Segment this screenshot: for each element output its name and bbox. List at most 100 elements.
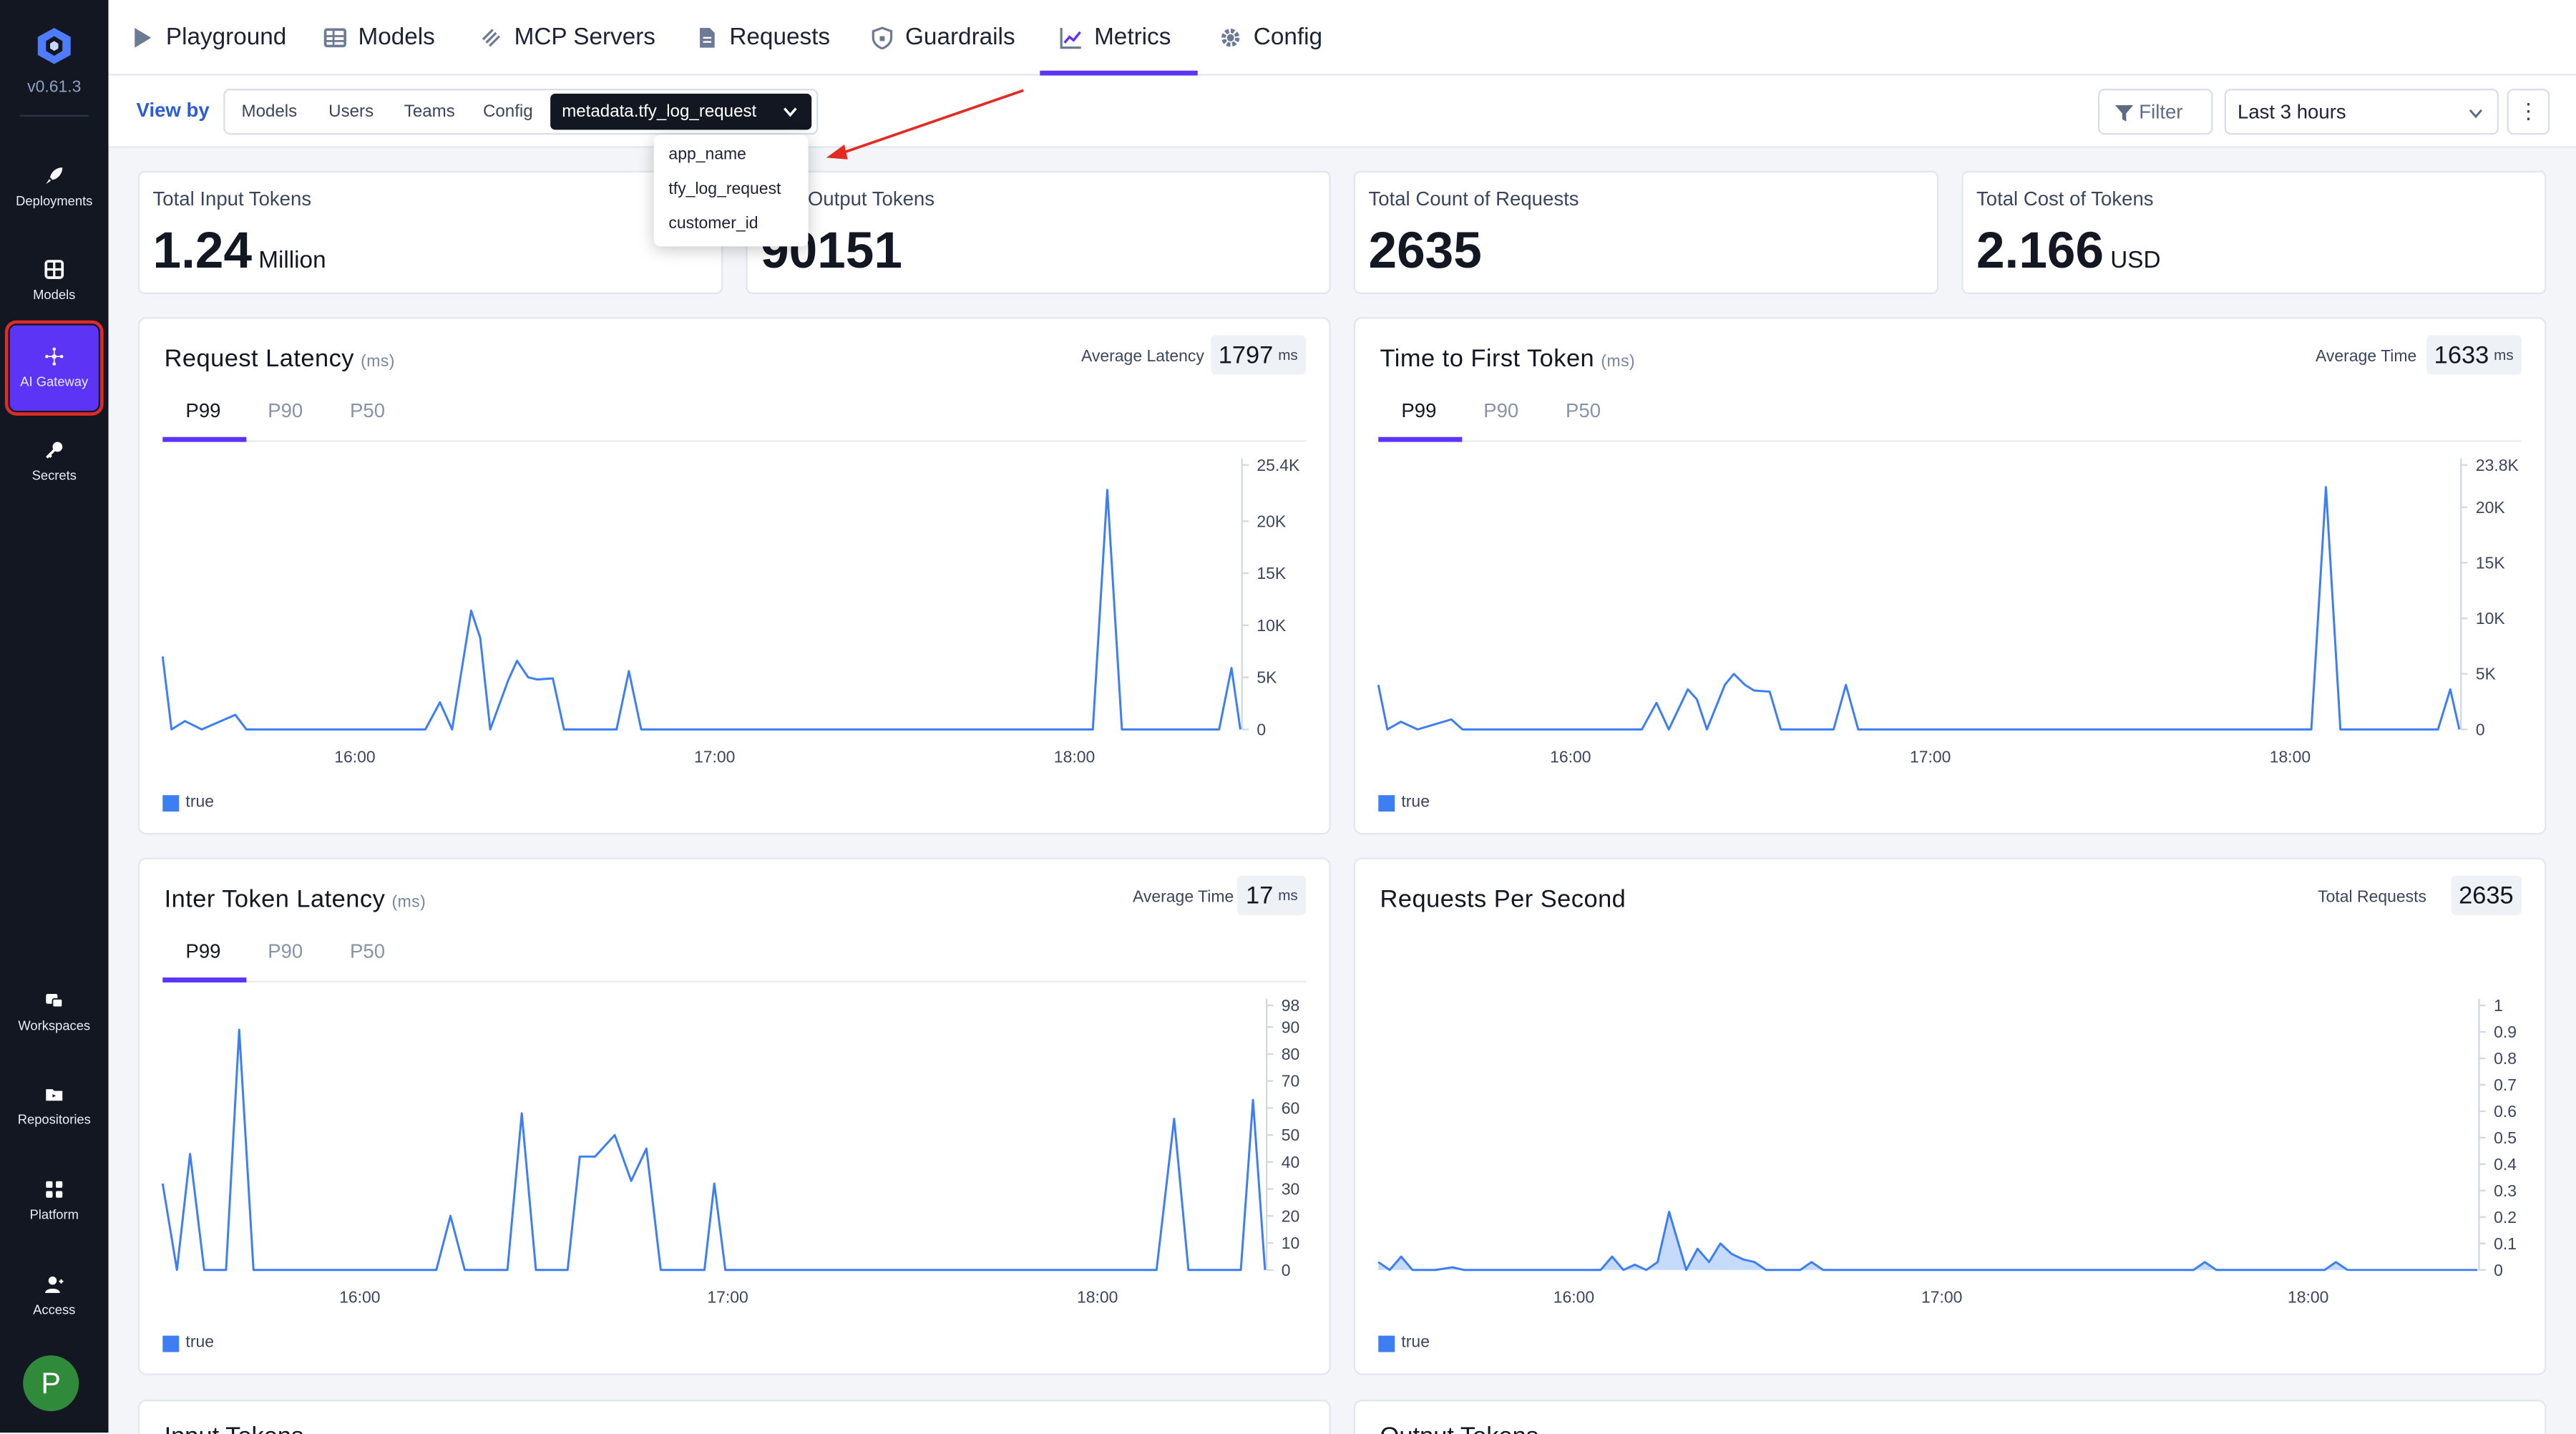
sidebar-item-label: Repositories <box>17 1112 91 1127</box>
sidebar-item-workspaces[interactable]: Workspaces <box>10 970 99 1055</box>
panel-title-text: Request Latency <box>164 345 354 374</box>
tab-playground[interactable]: Playground <box>132 0 286 76</box>
tab-label: Requests <box>729 24 831 52</box>
grid-icon <box>44 260 64 279</box>
panel-title: Output Tokens <box>1380 1423 1538 1434</box>
view-by-label: View by <box>136 98 210 122</box>
y-tick-label: 20 <box>1282 1206 1300 1225</box>
average-label: Average Time <box>2316 348 2417 366</box>
y-tick-label: 98 <box>1282 996 1300 1015</box>
view-by-config[interactable]: Config <box>482 102 533 122</box>
top-nav: Playground Models MCP Servers Requests G… <box>108 0 2576 76</box>
sidebar-item-label: Deployments <box>16 193 93 209</box>
view-by-users[interactable]: Users <box>328 102 374 122</box>
sidebar-item-repositories[interactable]: Repositories <box>10 1063 99 1148</box>
sidebar-item-platform[interactable]: Platform <box>10 1159 99 1244</box>
truefoundry-logo-icon[interactable] <box>34 26 74 66</box>
sidebar-item-label: Platform <box>29 1207 79 1223</box>
filter-icon <box>2114 104 2134 122</box>
y-tick-label: 0 <box>1257 720 1266 738</box>
tab-mcp-servers[interactable]: MCP Servers <box>479 0 655 76</box>
panel-title: Request Latency (ms) <box>165 345 395 373</box>
y-tick-label: 20K <box>1257 512 1287 530</box>
y-tick-label: 50 <box>1282 1126 1300 1144</box>
legend-item[interactable]: true <box>1378 1334 1430 1352</box>
legend-item[interactable]: true <box>162 1334 214 1352</box>
y-tick-label: 15K <box>2476 553 2506 572</box>
y-tick-label: 0.3 <box>2494 1181 2517 1200</box>
tab-p90[interactable]: P90 <box>1483 399 1519 423</box>
tab-p50[interactable]: P50 <box>350 940 386 963</box>
metrics-toolbar: View by Models Users Teams Config metada… <box>108 75 2576 148</box>
tab-divider <box>1378 440 2522 442</box>
tab-p99[interactable]: P99 <box>185 399 221 423</box>
stat-card-output-tokens: Total Output Tokens 90151 <box>746 170 1331 294</box>
y-tick-label: 0.6 <box>2494 1102 2517 1121</box>
apps-icon <box>46 1181 63 1198</box>
x-tick-label: 18:00 <box>1077 1288 1118 1307</box>
tab-label: Metrics <box>1094 24 1171 52</box>
tab-p50[interactable]: P50 <box>350 399 386 423</box>
stat-title: Total Input Tokens <box>152 187 312 210</box>
tab-metrics[interactable]: Metrics <box>1040 0 1198 76</box>
dropdown-item-app-name[interactable]: app_name <box>668 146 746 165</box>
y-tick-label: 23.8K <box>2476 456 2519 474</box>
active-tab-indicator <box>162 436 247 442</box>
y-tick-label: 10K <box>2476 609 2506 628</box>
y-tick-label: 20K <box>2476 498 2506 517</box>
y-tick-label: 1 <box>2494 996 2503 1015</box>
more-options-button[interactable]: ⋮ <box>2507 88 2550 135</box>
sidebar-divider <box>19 114 89 117</box>
panel-title-text: Time to First Token <box>1380 345 1595 374</box>
tab-guardrails[interactable]: Guardrails <box>871 0 1015 76</box>
stat-title: Total Cost of Tokens <box>1976 187 2154 210</box>
tab-p99[interactable]: P99 <box>1401 399 1437 423</box>
view-by-teams[interactable]: Teams <box>404 102 455 122</box>
stat-card-request-count: Total Count of Requests 2635 <box>1353 170 1939 294</box>
tab-p50[interactable]: P50 <box>1565 399 1601 423</box>
y-tick-label: 0.1 <box>2494 1234 2517 1253</box>
x-tick-label: 16:00 <box>334 747 375 766</box>
tab-models[interactable]: Models <box>323 0 435 76</box>
average-value: 1633 <box>2434 341 2489 369</box>
sidebar-item-access[interactable]: Access <box>10 1254 99 1339</box>
tab-label: Models <box>358 24 435 52</box>
stat-card-token-cost: Total Cost of Tokens 2.166 USD <box>1961 170 2547 294</box>
legend-item[interactable]: true <box>162 794 214 811</box>
requests-per-second-chart: 0 0.1 0.2 0.3 0.4 0.5 0.6 0.7 0.8 0.9 1 16:00 17:00 1… <box>1377 996 2517 1307</box>
mcp-icon <box>482 29 501 47</box>
tab-requests[interactable]: Requests <box>695 0 830 76</box>
tab-p99[interactable]: P99 <box>185 940 221 963</box>
tab-config[interactable]: Config <box>1219 0 1322 76</box>
average-value-box: 1633 ms <box>2426 335 2522 375</box>
series-line-true <box>161 1028 1267 1272</box>
legend-item[interactable]: true <box>1378 794 1430 811</box>
dropdown-item-customer-id[interactable]: customer_id <box>668 215 758 234</box>
average-value-box: 17 ms <box>1237 875 1307 915</box>
stat-value: 1.24 Million <box>153 222 326 281</box>
sidebar-item-models[interactable]: Models <box>10 238 99 323</box>
filter-label: Filter <box>2139 100 2183 124</box>
view-by-models[interactable]: Models <box>241 102 298 122</box>
avatar[interactable]: P <box>23 1355 79 1412</box>
total-requests-value: 2635 <box>2459 881 2514 909</box>
tab-p90[interactable]: P90 <box>268 940 303 963</box>
legend-swatch <box>162 1335 180 1352</box>
tab-p90[interactable]: P90 <box>268 399 303 423</box>
sidebar-item-secrets[interactable]: Secrets <box>10 419 99 504</box>
view-by-metadata-select[interactable]: metadata.tfy_log_request <box>550 93 812 130</box>
x-tick-label: 17:00 <box>1921 1288 1962 1307</box>
sidebar: v0.61.3 Deployments Models AI Gateway Se… <box>0 0 109 1433</box>
sidebar-item-label: Workspaces <box>18 1018 91 1034</box>
stat-number: 2.166 <box>1976 221 2104 280</box>
panel-request-latency: Request Latency (ms) Average Latency 1797… <box>137 317 1331 835</box>
sidebar-item-ai-gateway[interactable]: AI Gateway <box>4 320 104 416</box>
filter-button[interactable]: Filter <box>2097 88 2213 135</box>
dropdown-item-tfy-log-request[interactable]: tfy_log_request <box>668 180 781 199</box>
tab-label: Config <box>1253 24 1323 52</box>
sidebar-item-deployments[interactable]: Deployments <box>10 145 99 230</box>
time-range-select[interactable]: Last 3 hours <box>2224 88 2499 135</box>
series-line-true <box>161 489 1241 731</box>
active-tab-indicator <box>1378 436 1463 442</box>
active-tab-indicator <box>162 977 247 982</box>
